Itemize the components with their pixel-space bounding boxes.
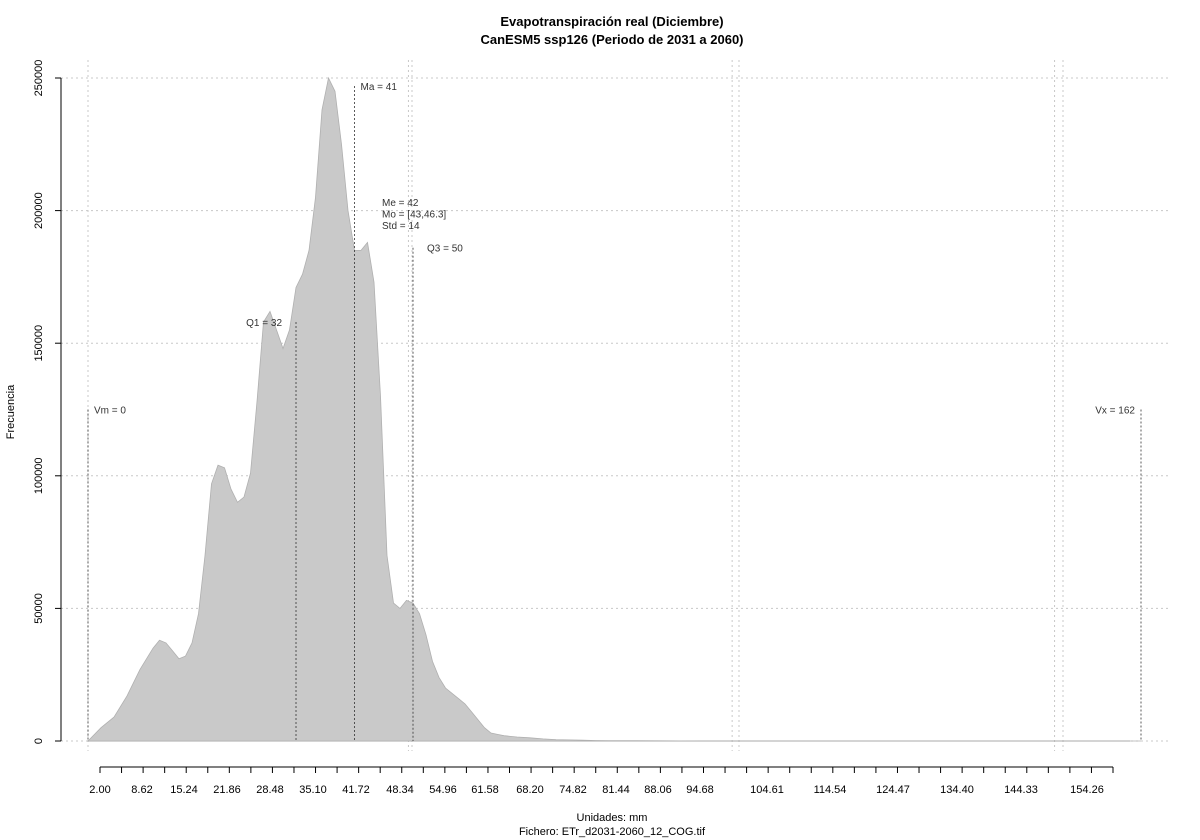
stat-label: Q1 = 32	[246, 318, 282, 329]
y-axis: 0 50000 100000 150000 200000 250000	[33, 60, 62, 744]
x-tick-label: 94.68	[686, 784, 714, 796]
stat-annotation: Std = 14	[382, 221, 420, 232]
annotations: Vm = 0 Q1 = 32 Ma = 41 Q3 = 50 Vx = 162 Me = …	[94, 82, 1135, 417]
x-tick-label: 41.72	[342, 784, 370, 796]
grid-lines	[61, 60, 1170, 751]
x-tick-label: 21.86	[213, 784, 241, 796]
stat-annotation: Mo = [43,46.3]	[382, 210, 446, 221]
x-tick-label: 8.62	[131, 784, 152, 796]
x-tick-label: 54.96	[429, 784, 457, 796]
x-tick-label: 134.40	[940, 784, 974, 796]
x-tick-label: 81.44	[602, 784, 630, 796]
y-tick-label: 100000	[33, 457, 45, 494]
x-tick-label: 114.54	[814, 784, 847, 796]
stat-annotation: Me = 42	[382, 198, 419, 209]
statistic-lines	[87, 85, 1142, 741]
x-tick-label: 124.47	[876, 784, 910, 796]
x-axis: 2.00 8.62 15.24 21.86 28.48 35.10 41.72 48.34 54…	[89, 766, 1114, 796]
y-axis-label: Frecuencia	[5, 384, 17, 439]
frequency-area	[87, 76, 1141, 742]
x-tick-label: 35.10	[299, 784, 327, 796]
x-axis-label: Unidades: mm	[577, 812, 648, 824]
chart-subtitle: CanESM5 ssp126 (Periodo de 2031 a 2060)	[480, 32, 743, 47]
y-tick-label: 0	[33, 738, 45, 744]
x-tick-label: 48.34	[386, 784, 414, 796]
y-tick-label: 150000	[33, 325, 45, 362]
stat-label: Vm = 0	[94, 406, 126, 417]
stat-label: Ma = 41	[361, 82, 398, 93]
x-tick-label: 104.61	[750, 784, 784, 796]
caption: Fichero: ETr_d2031-2060_12_COG.tif	[519, 826, 706, 838]
y-tick-label: 50000	[33, 593, 45, 624]
x-tick-label: 154.26	[1070, 784, 1104, 796]
x-tick-label: 74.82	[559, 784, 587, 796]
stat-label: Vx = 162	[1095, 406, 1135, 417]
x-tick-label: 2.00	[89, 784, 110, 796]
y-tick-label: 250000	[33, 60, 45, 97]
stat-label: Q3 = 50	[427, 244, 463, 255]
x-tick-label: 61.58	[471, 784, 499, 796]
x-tick-label: 28.48	[256, 784, 284, 796]
x-tick-label: 68.20	[516, 784, 544, 796]
chart-title: Evapotranspiración real (Diciembre)	[500, 14, 723, 29]
x-tick-label: 144.33	[1004, 784, 1038, 796]
y-tick-label: 200000	[33, 192, 45, 229]
x-tick-label: 15.24	[170, 784, 198, 796]
x-tick-label: 88.06	[644, 784, 672, 796]
